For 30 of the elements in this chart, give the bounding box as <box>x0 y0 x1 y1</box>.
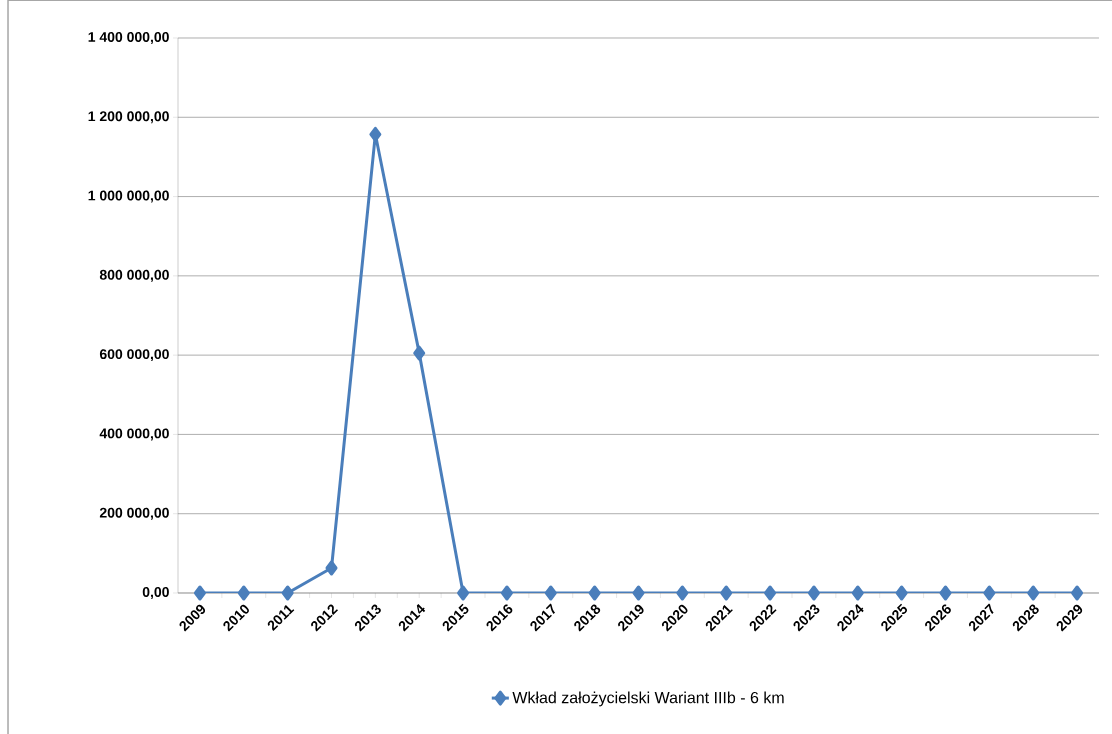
point <box>676 585 689 601</box>
y-tick-label: 800 000,00 <box>99 269 169 282</box>
point <box>544 585 557 601</box>
point <box>281 585 294 601</box>
point <box>457 585 470 601</box>
y-tick-label: 400 000,00 <box>99 428 169 441</box>
y-tick-label: 1 000 000,00 <box>88 190 169 203</box>
point <box>369 126 382 142</box>
point <box>193 585 206 601</box>
legend-label: Wkład założycielski Wariant IIIb - 6 km <box>512 691 784 707</box>
y-tick-label: 200 000,00 <box>99 507 169 520</box>
point <box>413 345 426 361</box>
point <box>720 585 733 601</box>
y-tick-label: 600 000,00 <box>99 349 169 362</box>
point <box>851 585 864 601</box>
point <box>895 585 908 601</box>
point <box>1071 585 1084 601</box>
point <box>764 585 777 601</box>
y-tick-label: 0,00 <box>142 587 169 599</box>
point <box>325 560 338 576</box>
point <box>1027 585 1040 601</box>
y-tick-label: 1 200 000,00 <box>88 111 169 124</box>
point <box>632 585 645 601</box>
point <box>983 585 996 601</box>
point <box>588 585 601 601</box>
y-tick-label: 1 400 000,00 <box>88 32 169 44</box>
point <box>237 585 250 601</box>
point <box>939 585 952 601</box>
point <box>807 585 820 601</box>
point <box>500 585 513 601</box>
